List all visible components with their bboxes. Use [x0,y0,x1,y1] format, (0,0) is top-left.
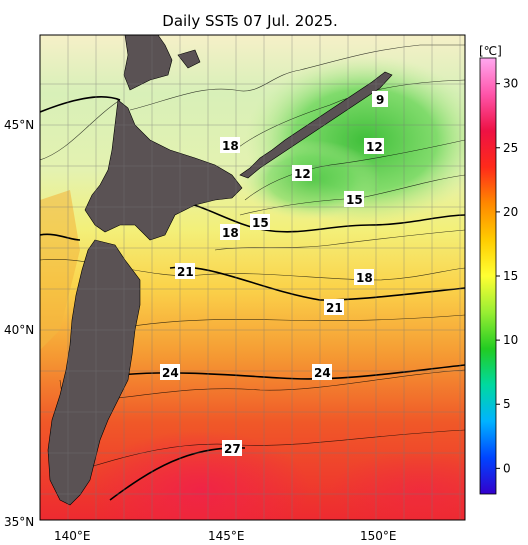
colorbar-tick-label: 15 [503,269,518,283]
svg-text:15: 15 [346,193,363,207]
svg-text:24: 24 [162,366,179,380]
contour-label-12a: 12 [364,138,384,154]
lon-label-140: 140°E [54,529,91,543]
lat-label-40: 40°N [4,323,34,337]
lon-label-150: 150°E [360,529,397,543]
svg-text:12: 12 [294,167,311,181]
svg-text:21: 21 [177,265,194,279]
svg-text:27: 27 [224,442,241,456]
colorbar-tick-label: 30 [503,77,518,91]
svg-text:15: 15 [252,216,269,230]
colorbar-bar [479,57,497,495]
colorbar-tick-label: 5 [503,397,511,411]
contour-labels: 9 12 12 18 15 15 18 18 21 21 24 24 27 [160,91,388,456]
colorbar-unit: [℃] [479,44,502,58]
colorbar-tick-label: 0 [503,461,511,475]
contour-label-24b: 24 [312,364,332,380]
colorbar-tick-label: 10 [503,333,518,347]
colorbar: [℃] 0 5 10 15 20 25 30 [479,44,518,495]
contour-label-15a: 15 [344,191,364,207]
contour-label-21a: 21 [175,263,195,279]
svg-text:21: 21 [326,301,343,315]
svg-text:12: 12 [366,140,383,154]
colorbar-tick-label: 20 [503,205,518,219]
lon-label-145: 145°E [208,529,245,543]
svg-text:18: 18 [222,139,239,153]
lat-axis: 45°N 40°N 35°N [4,118,34,529]
sakhalin-east [177,49,201,69]
svg-text:9: 9 [376,93,384,107]
lat-label-45: 45°N [4,118,34,132]
colorbar-ticks: 0 5 10 15 20 25 30 [496,77,518,475]
map-frame [39,34,466,521]
contour-label-21b: 21 [324,299,344,315]
svg-text:24: 24 [314,366,331,380]
contour-label-18c: 18 [354,269,374,285]
lon-axis: 140°E 145°E 150°E [54,529,397,543]
lat-label-35: 35°N [4,515,34,529]
contour-label-15b: 15 [250,214,270,230]
map-title: Daily SSTs 07 Jul. 2025. [162,12,338,30]
contour-label-27: 27 [222,440,242,456]
honshu [47,239,141,506]
contour-label-24a: 24 [160,364,180,380]
svg-text:18: 18 [222,226,239,240]
contour-label-9: 9 [372,91,388,107]
graticule [40,35,465,520]
contour-label-12b: 12 [292,165,312,181]
contour-label-18a: 18 [220,137,240,153]
colorbar-tick-label: 25 [503,141,518,155]
contour-label-18b: 18 [220,224,240,240]
svg-text:18: 18 [356,271,373,285]
sakhalin [123,34,173,91]
